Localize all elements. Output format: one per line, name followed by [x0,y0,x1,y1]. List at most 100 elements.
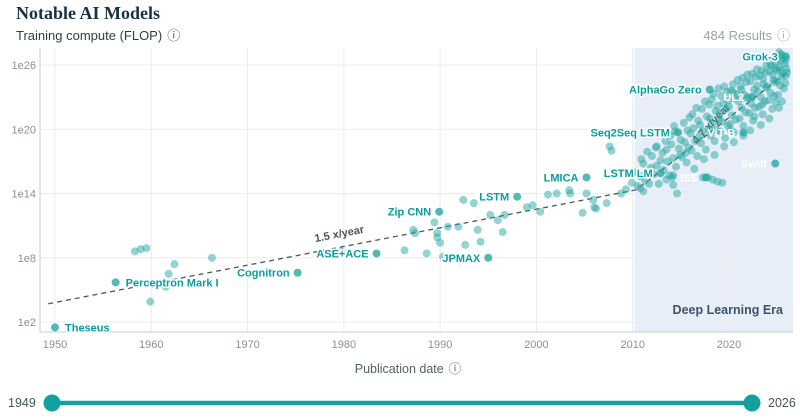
data-point[interactable] [775,103,784,112]
data-point[interactable] [701,145,710,154]
data-point[interactable] [652,142,661,151]
data-point[interactable] [336,247,345,256]
data-point-alphago-zero[interactable] [705,85,714,94]
data-point[interactable] [781,79,790,88]
data-point-vit-b[interactable] [739,128,748,137]
data-point[interactable] [708,119,717,128]
data-point[interactable] [718,117,727,126]
data-point-lstm[interactable] [513,192,522,201]
data-point[interactable] [536,207,545,216]
data-point[interactable] [142,244,151,253]
data-point[interactable] [493,216,502,225]
data-point[interactable] [578,208,587,217]
data-point[interactable] [746,126,755,135]
data-point[interactable] [674,144,683,153]
data-point[interactable] [739,122,748,131]
data-point[interactable] [543,190,552,199]
data-point[interactable] [473,225,482,234]
data-point[interactable] [687,146,696,155]
data-point[interactable] [498,228,507,237]
slider-handle-max[interactable] [743,394,761,412]
data-point[interactable] [430,218,439,227]
data-point[interactable] [729,128,738,137]
data-point[interactable] [164,269,173,278]
data-point[interactable] [765,114,774,123]
data-point[interactable] [688,110,697,119]
data-point[interactable] [710,137,719,146]
data-point[interactable] [697,139,706,148]
data-point[interactable] [459,195,468,204]
data-point[interactable] [682,158,691,167]
data-point-ul2[interactable] [748,93,757,102]
data-point[interactable] [724,96,733,105]
data-point[interactable] [454,222,463,231]
data-point[interactable] [717,92,726,101]
data-point[interactable] [422,249,431,258]
data-point-theseus[interactable] [51,323,59,332]
data-point[interactable] [752,81,761,90]
data-point[interactable] [607,146,616,155]
data-point[interactable] [486,210,495,219]
data-point[interactable] [718,178,727,187]
info-icon[interactable]: ⓘ [449,362,462,376]
data-point[interactable] [725,119,734,128]
data-point-grok-3[interactable] [781,52,790,61]
data-point[interactable] [662,145,671,154]
data-point[interactable] [698,104,707,113]
data-point-ase-ace[interactable] [372,249,381,258]
date-range-slider[interactable]: 1949 2026 [8,394,796,412]
data-point[interactable] [679,118,688,127]
data-point[interactable] [436,238,445,247]
data-point[interactable] [734,97,743,106]
data-point[interactable] [735,114,744,123]
data-point-seq2seq-lstm[interactable] [673,128,682,137]
data-point[interactable] [667,140,676,149]
data-point-jpmax[interactable] [484,253,493,262]
data-point[interactable] [476,237,485,246]
slider-handle-min[interactable] [43,394,61,412]
data-point[interactable] [699,155,708,164]
data-point[interactable] [721,133,730,142]
data-point[interactable] [170,260,179,269]
data-point[interactable] [669,154,678,163]
data-point-swift[interactable] [771,159,780,168]
data-point-cognitron[interactable] [293,268,302,277]
data-point[interactable] [673,189,682,198]
data-point[interactable] [669,180,678,189]
data-point[interactable] [589,195,598,204]
data-point[interactable] [774,90,783,99]
data-point[interactable] [400,246,409,255]
data-point[interactable] [500,210,509,219]
data-point-lmica[interactable] [582,173,591,182]
data-point[interactable] [592,204,601,213]
data-point[interactable] [207,253,216,262]
info-icon[interactable]: ⓘ [776,28,790,43]
data-point[interactable] [528,201,537,210]
data-point[interactable] [621,185,630,194]
data-point[interactable] [645,179,654,188]
data-point[interactable] [439,252,448,261]
data-point[interactable] [552,189,561,198]
data-point[interactable] [146,297,155,306]
data-point[interactable] [710,150,719,159]
data-point[interactable] [716,127,725,136]
data-point[interactable] [758,110,767,119]
data-point[interactable] [689,124,698,133]
info-icon[interactable]: ⓘ [167,28,181,43]
data-point[interactable] [469,199,478,208]
data-point[interactable] [443,222,452,231]
data-point-perceptron-mark-i[interactable] [111,278,120,287]
data-point[interactable] [639,159,648,168]
data-point[interactable] [461,240,470,249]
data-point[interactable] [725,102,734,111]
data-point[interactable] [654,179,663,188]
data-point-zip-cnn[interactable] [435,207,444,216]
data-point[interactable] [764,96,773,105]
data-point[interactable] [649,170,658,179]
data-point[interactable] [768,104,777,113]
data-point[interactable] [647,152,656,161]
data-point[interactable] [777,97,786,106]
data-point[interactable] [582,189,591,198]
data-point-iss[interactable] [701,173,710,182]
